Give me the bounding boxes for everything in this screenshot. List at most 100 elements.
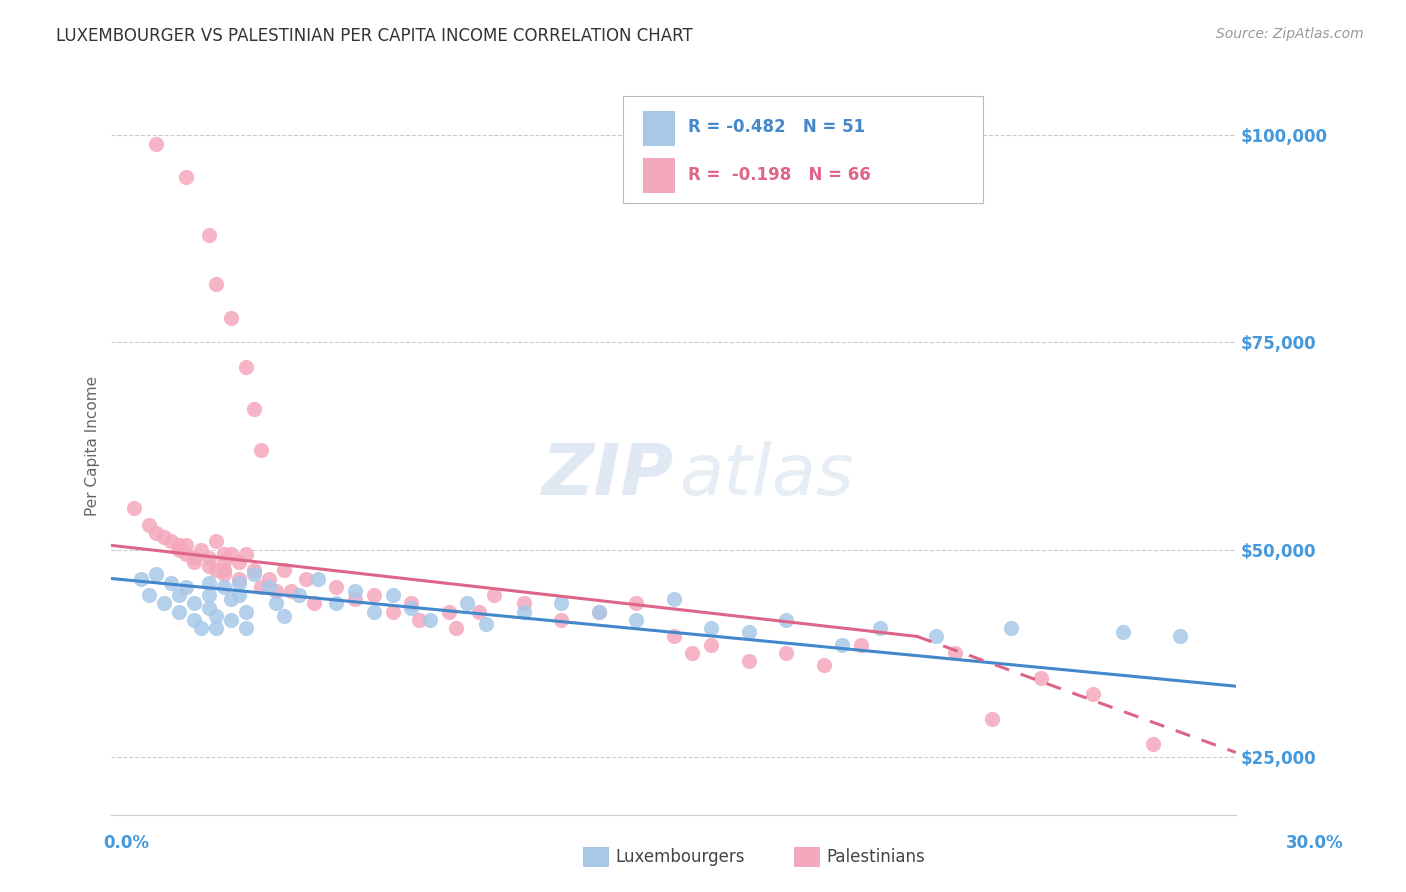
Point (456, 596, 478, 610)
Point (344, 592, 367, 607)
Point (869, 621, 891, 635)
Text: ZIP: ZIP (541, 441, 673, 510)
Point (167, 605, 190, 619)
Point (1000, 621, 1022, 635)
Point (167, 538, 190, 552)
Point (662, 592, 685, 607)
Point (183, 555, 205, 569)
Point (228, 572, 250, 586)
Point (198, 227, 221, 242)
Bar (644, 111, 675, 146)
Point (160, 575, 183, 590)
Y-axis label: Per Capita Income: Per Capita Income (86, 376, 100, 516)
Point (681, 646, 703, 660)
Text: 30.0%: 30.0% (1286, 834, 1343, 852)
Point (1142, 737, 1164, 751)
Point (925, 630, 948, 644)
Point (122, 501, 145, 516)
Point (444, 621, 467, 635)
Point (198, 575, 221, 590)
Point (228, 588, 250, 602)
Point (243, 401, 266, 416)
Point (198, 559, 221, 574)
FancyBboxPatch shape (623, 95, 983, 202)
Point (482, 588, 505, 602)
Point (588, 605, 610, 619)
Point (190, 621, 212, 635)
Point (325, 596, 347, 610)
Point (205, 277, 228, 292)
Point (198, 600, 221, 615)
Point (588, 605, 610, 619)
Point (700, 621, 723, 635)
Point (145, 136, 167, 151)
Point (325, 580, 347, 594)
Point (176, 547, 198, 561)
Point (288, 588, 311, 602)
Point (205, 608, 228, 623)
Point (280, 583, 302, 598)
Point (183, 550, 205, 565)
Point (205, 534, 228, 549)
Point (381, 588, 404, 602)
Point (167, 588, 190, 602)
Point (1029, 671, 1052, 685)
Point (198, 588, 221, 602)
Point (212, 563, 235, 577)
Point (138, 517, 160, 532)
Point (512, 596, 534, 610)
Point (475, 617, 498, 632)
Point (205, 563, 228, 577)
Bar (644, 158, 675, 194)
Point (295, 572, 318, 586)
Point (1083, 688, 1105, 702)
Point (266, 583, 288, 598)
Point (183, 613, 205, 627)
Point (176, 169, 198, 184)
Point (228, 555, 250, 569)
Point (943, 646, 966, 660)
Point (401, 596, 423, 610)
Text: LUXEMBOURGER VS PALESTINIAN PER CAPITA INCOME CORRELATION CHART: LUXEMBOURGER VS PALESTINIAN PER CAPITA I… (56, 27, 693, 45)
Point (235, 360, 257, 375)
Point (419, 613, 441, 627)
Point (167, 542, 190, 557)
Point (266, 596, 288, 610)
Point (145, 567, 167, 582)
Point (273, 608, 295, 623)
Point (302, 596, 325, 610)
Point (1168, 630, 1191, 644)
Point (243, 563, 266, 577)
Text: Palestinians: Palestinians (827, 848, 925, 866)
Point (437, 605, 460, 619)
Point (243, 567, 266, 582)
Point (131, 572, 153, 586)
Point (662, 630, 685, 644)
Text: Source: ZipAtlas.com: Source: ZipAtlas.com (1216, 27, 1364, 41)
Point (381, 605, 404, 619)
Point (401, 600, 423, 615)
Point (145, 525, 167, 540)
Point (363, 588, 385, 602)
Point (700, 638, 723, 652)
Point (307, 572, 329, 586)
Point (624, 596, 647, 610)
Point (775, 646, 797, 660)
Text: 0.0%: 0.0% (104, 834, 149, 852)
Point (221, 547, 243, 561)
Point (813, 658, 835, 673)
Point (550, 596, 572, 610)
Point (775, 613, 797, 627)
Point (176, 580, 198, 594)
Point (153, 596, 176, 610)
Point (273, 563, 295, 577)
Point (221, 592, 243, 607)
Point (981, 712, 1004, 726)
Point (212, 555, 235, 569)
Point (212, 580, 235, 594)
Point (212, 567, 235, 582)
Point (176, 538, 198, 552)
Point (408, 613, 430, 627)
Point (205, 621, 228, 635)
Point (344, 583, 367, 598)
